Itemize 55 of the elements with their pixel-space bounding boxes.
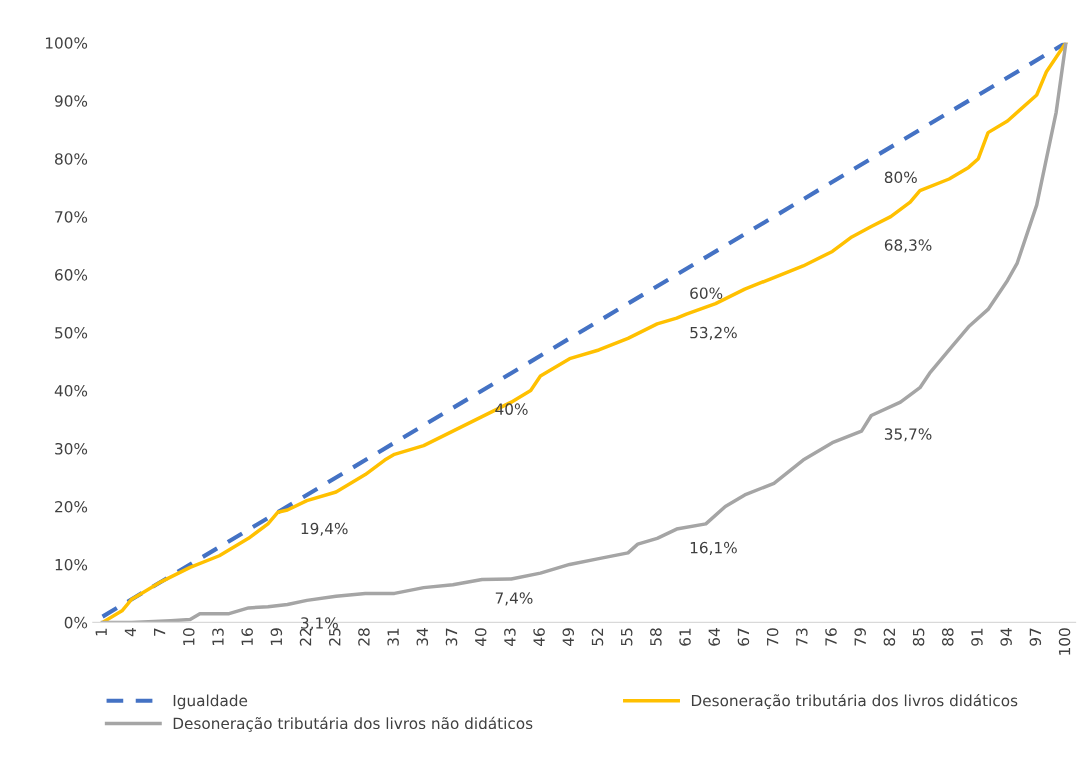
- x-tick-label: 34: [416, 628, 429, 646]
- x-tick-label: 19: [270, 628, 283, 646]
- x-tick-label: 82: [883, 628, 896, 646]
- annotation: 60%: [690, 287, 723, 299]
- y-tick-label: 90%: [54, 95, 88, 107]
- annotation: 35,7%: [884, 428, 932, 442]
- x-tick-label: 52: [591, 628, 604, 646]
- x-tick-label: 100: [1058, 628, 1071, 655]
- x-tick-label: 7: [154, 628, 166, 636]
- x-tick-label: 79: [854, 628, 866, 646]
- x-tick-label: 28: [358, 628, 370, 646]
- x-tick-label: 58: [650, 628, 662, 646]
- x-tick-label: 16: [241, 628, 253, 646]
- y-tick-label: 80%: [55, 153, 88, 165]
- y-tick-label: 10%: [55, 558, 88, 571]
- x-tick-label: 55: [621, 628, 633, 646]
- annotation: 7,4%: [495, 592, 533, 606]
- x-tick-label: 40: [474, 628, 487, 646]
- annotation: 68,3%: [884, 239, 932, 253]
- x-tick-label: 91: [971, 628, 983, 646]
- y-tick-label: 50%: [55, 327, 88, 339]
- x-tick-label: 31: [387, 628, 399, 646]
- x-tick-label: 37: [445, 628, 458, 646]
- x-tick-label: 61: [679, 628, 691, 646]
- x-tick-label: 97: [1029, 628, 1042, 646]
- y-tick-label: 100%: [45, 37, 88, 49]
- annotation: 80%: [884, 171, 917, 184]
- x-tick-label: 70: [766, 628, 779, 646]
- x-tick-label: 88: [942, 628, 954, 646]
- legend-label: Igualdade: [173, 694, 248, 710]
- y-tick-label: 30%: [55, 442, 88, 455]
- legend-label: Desoneração tributária dos livros didáticos: [691, 693, 1018, 710]
- x-tick-label: 73: [796, 628, 808, 646]
- x-tick-label: 10: [183, 628, 195, 646]
- y-tick-label: 70%: [55, 211, 88, 223]
- x-tick-label: 67: [737, 628, 750, 646]
- y-tick-label: 20%: [55, 500, 88, 513]
- x-tick-label: 13: [212, 628, 224, 646]
- x-tick-label: 4: [124, 628, 136, 637]
- y-tick-label: 60%: [55, 269, 88, 281]
- x-tick-label: 1: [95, 628, 107, 636]
- y-tick-label: 40%: [54, 385, 88, 397]
- x-tick-label: 49: [562, 628, 575, 646]
- x-tick-label: 64: [708, 628, 721, 646]
- x-tick-label: 94: [1000, 628, 1012, 646]
- x-tick-label: 76: [825, 628, 837, 646]
- annotation: 19,4%: [301, 522, 348, 536]
- annotation: 16,1%: [690, 541, 737, 555]
- y-tick-label: 0%: [64, 616, 88, 629]
- legend-label: Desoneração tributária dos livros não didáticos: [173, 716, 533, 732]
- x-tick-label: 46: [533, 628, 545, 646]
- x-tick-label: 43: [504, 628, 516, 646]
- annotation: 53,2%: [690, 326, 737, 340]
- x-tick-label: 85: [912, 628, 925, 646]
- annotation: 40%: [495, 403, 528, 415]
